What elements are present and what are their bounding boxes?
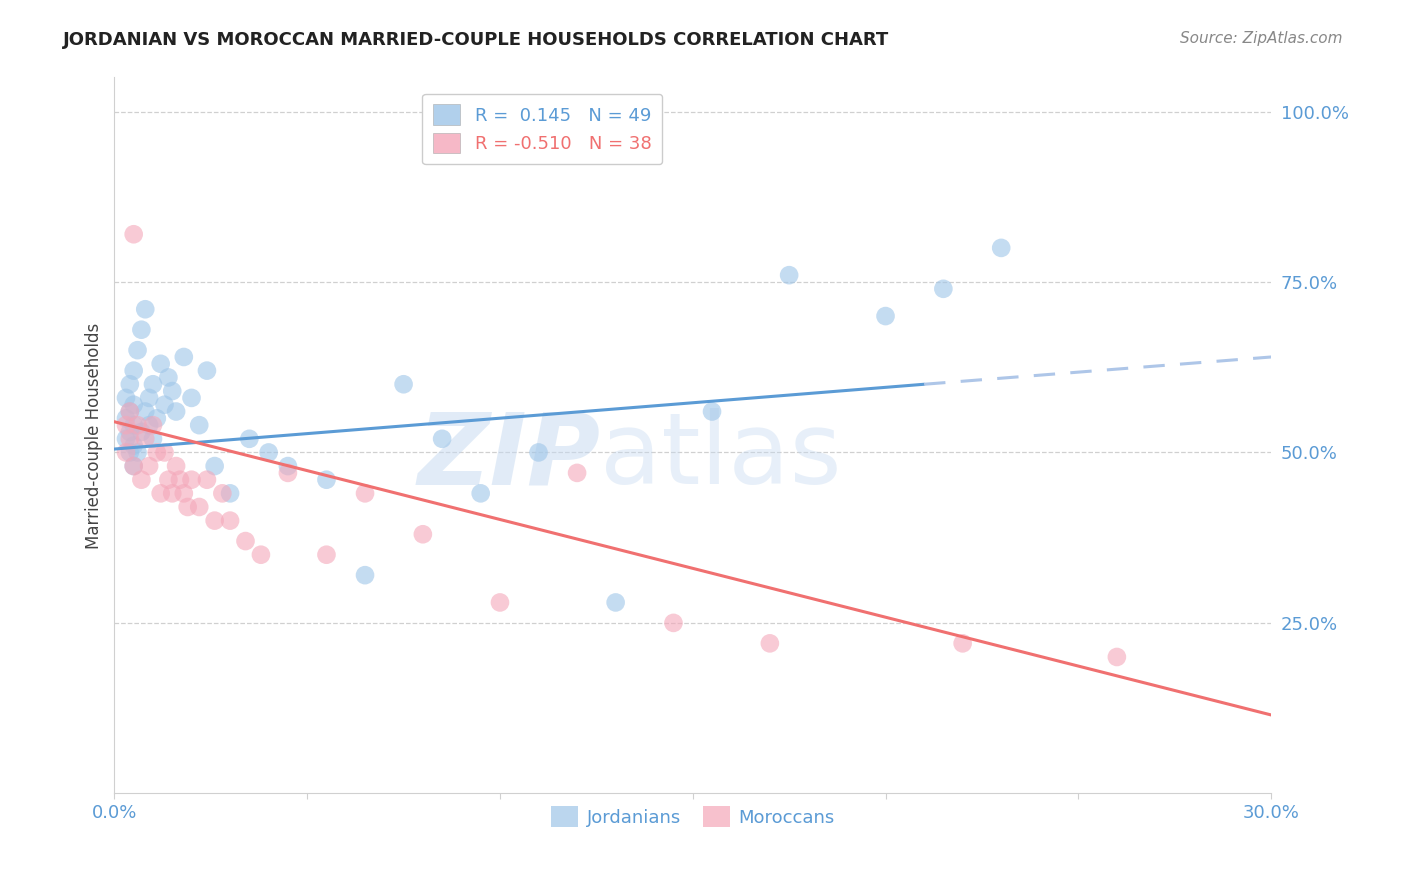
Point <box>115 411 138 425</box>
Point <box>195 363 218 377</box>
Point <box>1105 650 1128 665</box>
Point <box>180 391 202 405</box>
Point <box>118 404 141 418</box>
Point <box>142 377 165 392</box>
Point <box>180 473 202 487</box>
Point <box>662 615 685 630</box>
Point <box>211 486 233 500</box>
Point <box>173 486 195 500</box>
Point <box>118 432 141 446</box>
Text: JORDANIAN VS MOROCCAN MARRIED-COUPLE HOUSEHOLDS CORRELATION CHART: JORDANIAN VS MOROCCAN MARRIED-COUPLE HOU… <box>63 31 890 49</box>
Point <box>118 425 141 439</box>
Point <box>162 486 184 500</box>
Point <box>131 425 153 439</box>
Point <box>122 398 145 412</box>
Point <box>122 418 145 433</box>
Point <box>131 323 153 337</box>
Point <box>115 432 138 446</box>
Point <box>565 466 588 480</box>
Point <box>134 432 156 446</box>
Point <box>470 486 492 500</box>
Point <box>118 377 141 392</box>
Point <box>173 350 195 364</box>
Point <box>122 459 145 474</box>
Point <box>157 370 180 384</box>
Legend: Jordanians, Moroccans: Jordanians, Moroccans <box>543 799 842 834</box>
Point <box>605 595 627 609</box>
Point <box>153 398 176 412</box>
Point <box>115 391 138 405</box>
Point <box>235 534 257 549</box>
Point <box>952 636 974 650</box>
Point <box>277 466 299 480</box>
Point <box>122 363 145 377</box>
Point <box>134 302 156 317</box>
Point <box>219 486 242 500</box>
Point <box>142 432 165 446</box>
Point <box>759 636 782 650</box>
Point <box>138 459 160 474</box>
Point <box>165 404 187 418</box>
Point <box>778 268 800 282</box>
Point <box>315 548 337 562</box>
Point <box>875 309 897 323</box>
Point <box>115 445 138 459</box>
Point <box>392 377 415 392</box>
Point <box>149 486 172 500</box>
Point <box>354 486 377 500</box>
Point <box>195 473 218 487</box>
Point <box>138 391 160 405</box>
Point <box>162 384 184 398</box>
Text: Source: ZipAtlas.com: Source: ZipAtlas.com <box>1180 31 1343 46</box>
Point <box>122 459 145 474</box>
Point <box>146 411 169 425</box>
Point <box>250 548 273 562</box>
Point <box>430 432 453 446</box>
Point <box>153 445 176 459</box>
Point <box>990 241 1012 255</box>
Point <box>122 439 145 453</box>
Point <box>134 404 156 418</box>
Point <box>127 445 149 459</box>
Point <box>204 459 226 474</box>
Point <box>157 473 180 487</box>
Point <box>188 418 211 433</box>
Point <box>176 500 198 514</box>
Point <box>238 432 260 446</box>
Point <box>315 473 337 487</box>
Point <box>142 418 165 433</box>
Point <box>277 459 299 474</box>
Point <box>169 473 191 487</box>
Point <box>122 227 145 242</box>
Point <box>257 445 280 459</box>
Point <box>527 445 550 459</box>
Point <box>115 418 138 433</box>
Text: atlas: atlas <box>600 409 842 506</box>
Point <box>118 445 141 459</box>
Point <box>165 459 187 474</box>
Point <box>131 473 153 487</box>
Point <box>204 514 226 528</box>
Point <box>118 404 141 418</box>
Point <box>700 404 723 418</box>
Point <box>149 357 172 371</box>
Point <box>219 514 242 528</box>
Point <box>127 343 149 358</box>
Point <box>489 595 512 609</box>
Point <box>146 445 169 459</box>
Point <box>354 568 377 582</box>
Point <box>188 500 211 514</box>
Point <box>932 282 955 296</box>
Y-axis label: Married-couple Households: Married-couple Households <box>86 322 103 549</box>
Point <box>138 418 160 433</box>
Point <box>412 527 434 541</box>
Text: ZIP: ZIP <box>418 409 600 506</box>
Point <box>127 418 149 433</box>
